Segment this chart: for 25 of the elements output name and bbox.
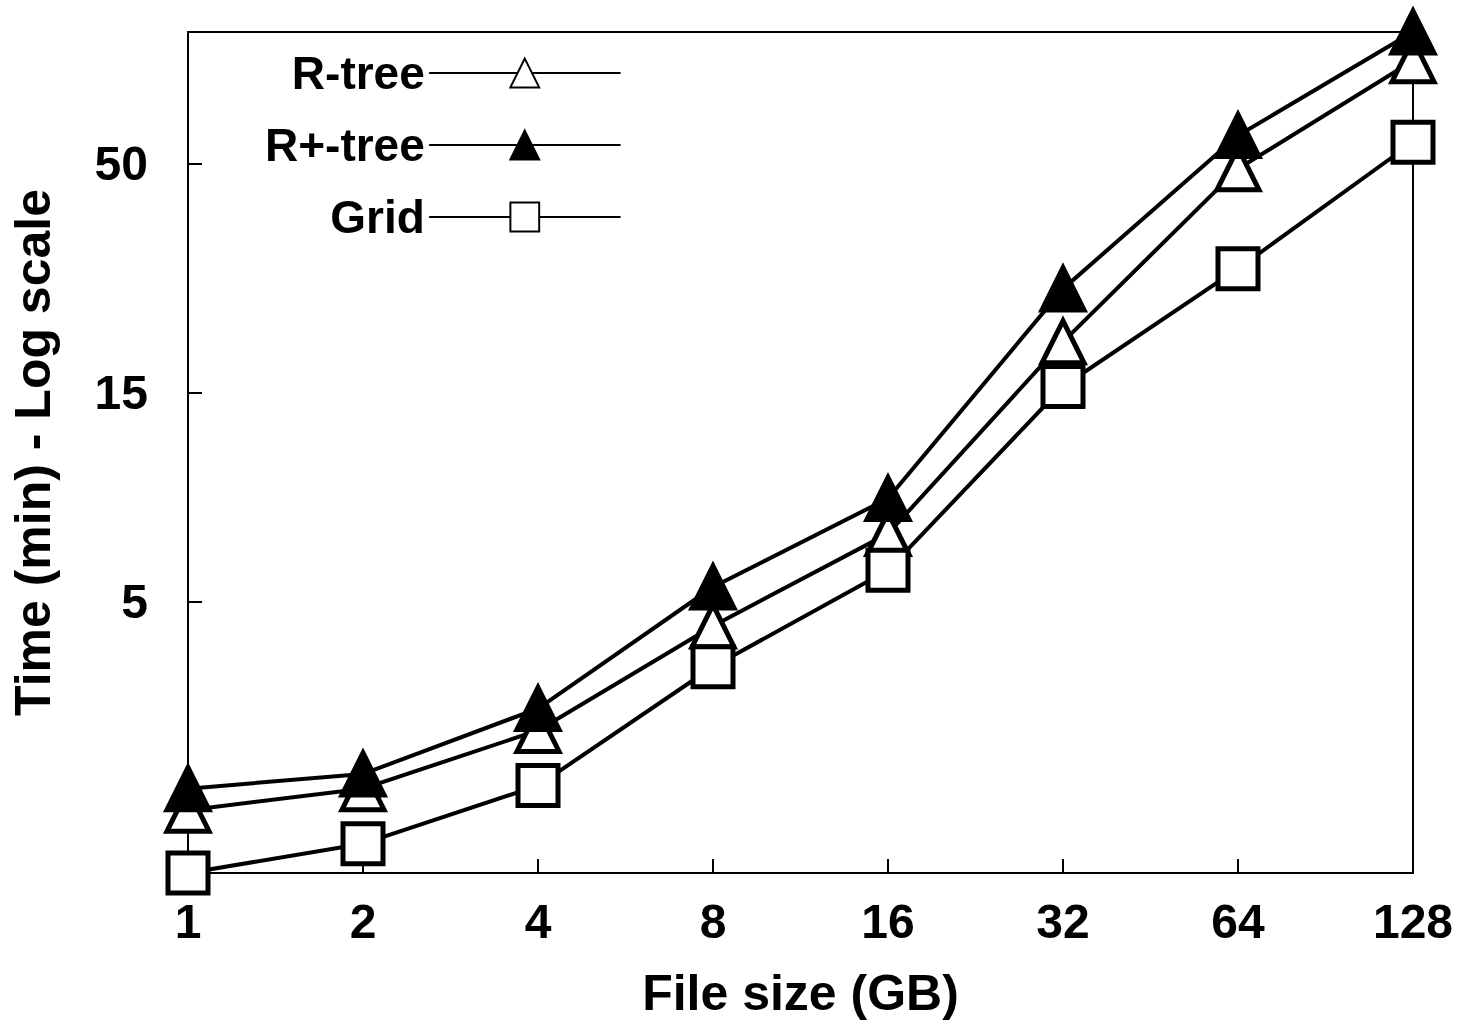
y-tick-label: 5: [121, 575, 148, 629]
legend-label: R-tree: [291, 47, 425, 99]
y-tick-label: 50: [94, 137, 148, 191]
x-tick-label: 64: [1211, 894, 1265, 948]
point: [1040, 364, 1086, 409]
point: [690, 644, 736, 690]
x-tick-label: 128: [1372, 894, 1454, 948]
x-tick-label: 16: [861, 894, 915, 948]
x-tick-label: 4: [524, 894, 552, 948]
point: [1215, 246, 1261, 292]
legend-label: Grid: [330, 191, 425, 243]
x-tick-label: 2: [349, 894, 377, 948]
x-tick-label: 1: [174, 894, 202, 948]
y-tick-label: 15: [94, 366, 148, 420]
point: [165, 850, 211, 896]
x-tick-label: 32: [1036, 894, 1090, 948]
x-tick-label: 8: [699, 894, 727, 948]
point: [515, 763, 561, 809]
x-axis-title: File size (GB): [642, 965, 959, 1021]
point: [865, 547, 911, 593]
point: [164, 765, 212, 813]
legend-label: R+-tree: [264, 119, 425, 171]
point: [1390, 119, 1436, 165]
point: [340, 821, 386, 867]
y-axis-title: Time (min) - Log scale: [5, 189, 61, 716]
